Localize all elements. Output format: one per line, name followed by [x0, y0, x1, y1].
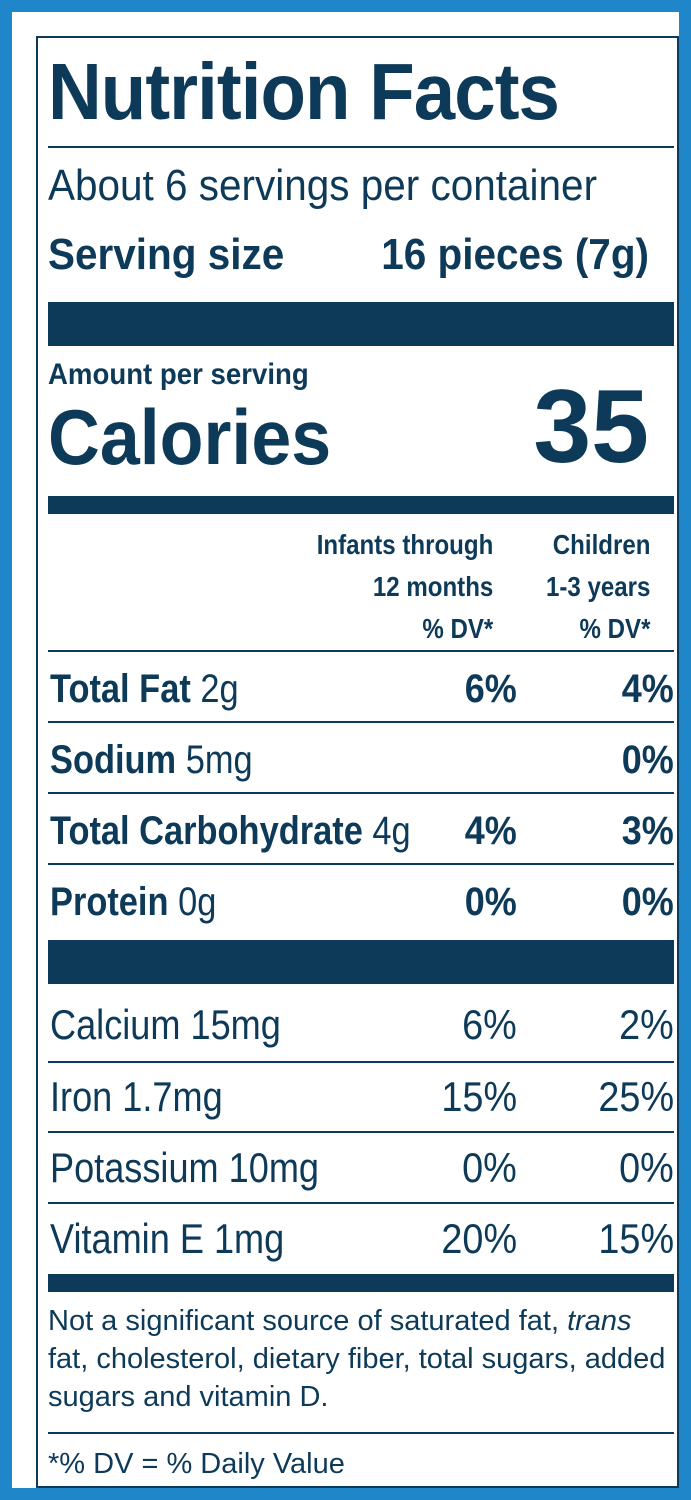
- divider: [48, 1131, 674, 1133]
- footnote-italic: trans: [567, 1305, 632, 1337]
- divider: [48, 1432, 674, 1434]
- nutrient-name: Protein: [50, 880, 169, 924]
- column-header-line: % DV*: [422, 613, 493, 644]
- children-dv: 3%: [621, 809, 674, 853]
- divider: [48, 1061, 674, 1063]
- medium-divider: [48, 1274, 674, 1292]
- vitamin-label: Calcium 15mg: [50, 1001, 281, 1048]
- divider: [48, 792, 674, 794]
- children-dv: 15%: [598, 1215, 674, 1262]
- nutrient-name: Total Fat: [50, 667, 191, 711]
- column-header-line: 1-3 years: [545, 571, 650, 602]
- serving-size-value: 16 pieces (7g): [381, 230, 649, 279]
- divider: [48, 721, 674, 723]
- children-dv: 0%: [621, 880, 674, 924]
- footnote: Not a significant source of saturated fa…: [48, 1302, 674, 1416]
- vitamin-row: Vitamin E 1mg 20% 15%: [50, 1204, 674, 1274]
- divider: [48, 650, 674, 652]
- nutrient-row: Total Fat 2g 6% 4%: [50, 654, 674, 724]
- column-header-line: Children: [552, 529, 650, 560]
- calories-label: Calories: [48, 393, 332, 481]
- vitamin-label: Iron 1.7mg: [50, 1073, 223, 1120]
- footnote-text: fat, cholesterol, dietary fiber, total s…: [48, 1343, 666, 1413]
- divider: [48, 146, 674, 148]
- vitamin-label: Vitamin E 1mg: [50, 1215, 285, 1262]
- infants-dv: 15%: [441, 1073, 517, 1120]
- amount-per-serving: Amount per serving: [48, 358, 309, 391]
- medium-divider: [48, 496, 674, 514]
- infants-dv: 20%: [441, 1215, 517, 1262]
- column-header-line: % DV*: [579, 613, 650, 644]
- children-dv: 2%: [619, 1001, 674, 1048]
- servings-per-container: About 6 servings per container: [48, 161, 598, 210]
- children-dv: 25%: [598, 1073, 674, 1120]
- divider: [48, 863, 674, 865]
- nutrient-label: Sodium 5mg: [50, 725, 253, 795]
- nutrient-name: Sodium: [50, 738, 177, 782]
- column-header-line: Infants through: [316, 529, 493, 560]
- infants-dv: 6%: [462, 1001, 517, 1048]
- nutrient-amount: 4g: [372, 809, 411, 853]
- nutrient-amount: 0g: [178, 880, 217, 924]
- calories-value: 35: [533, 369, 649, 485]
- panel-title: Nutrition Facts: [48, 47, 560, 136]
- nutrient-label: Protein 0g: [50, 867, 216, 937]
- thick-divider: [48, 940, 674, 984]
- nutrient-label: Total Carbohydrate 4g: [50, 796, 411, 866]
- daily-value-note: *% DV = % Daily Value: [48, 1448, 345, 1480]
- infants-dv: 0%: [462, 1144, 517, 1191]
- infants-dv: 6%: [464, 667, 517, 711]
- nutrition-panel: [36, 36, 679, 1488]
- nutrient-row: Sodium 5mg 0%: [50, 725, 674, 795]
- infants-dv: 4%: [464, 809, 517, 853]
- column-header-line: 12 months: [372, 571, 493, 602]
- nutrient-row: Protein 0g 0% 0%: [50, 867, 674, 937]
- nutrient-row: Total Carbohydrate 4g 4% 3%: [50, 796, 674, 866]
- nutrient-label: Total Fat 2g: [50, 654, 239, 724]
- children-dv: 0%: [619, 1144, 674, 1191]
- thick-divider: [48, 302, 674, 346]
- serving-size-label: Serving size: [48, 230, 285, 279]
- nutrient-amount: 5mg: [185, 738, 253, 782]
- children-dv: 0%: [621, 738, 674, 782]
- divider: [48, 1202, 674, 1204]
- nutrient-amount: 2g: [200, 667, 239, 711]
- column-header-children: Children 1-3 years % DV*: [546, 524, 650, 650]
- infants-dv: 0%: [464, 880, 517, 924]
- vitamin-row: Potassium 10mg 0% 0%: [50, 1133, 674, 1203]
- vitamin-row: Iron 1.7mg 15% 25%: [50, 1062, 674, 1132]
- vitamin-row: Calcium 15mg 6% 2%: [50, 990, 674, 1060]
- column-header-infants: Infants through 12 months % DV*: [316, 524, 493, 650]
- footnote-text: Not a significant source of saturated fa…: [48, 1305, 568, 1337]
- vitamin-label: Potassium 10mg: [50, 1144, 320, 1191]
- nutrient-name: Total Carbohydrate: [50, 809, 363, 853]
- children-dv: 4%: [621, 667, 674, 711]
